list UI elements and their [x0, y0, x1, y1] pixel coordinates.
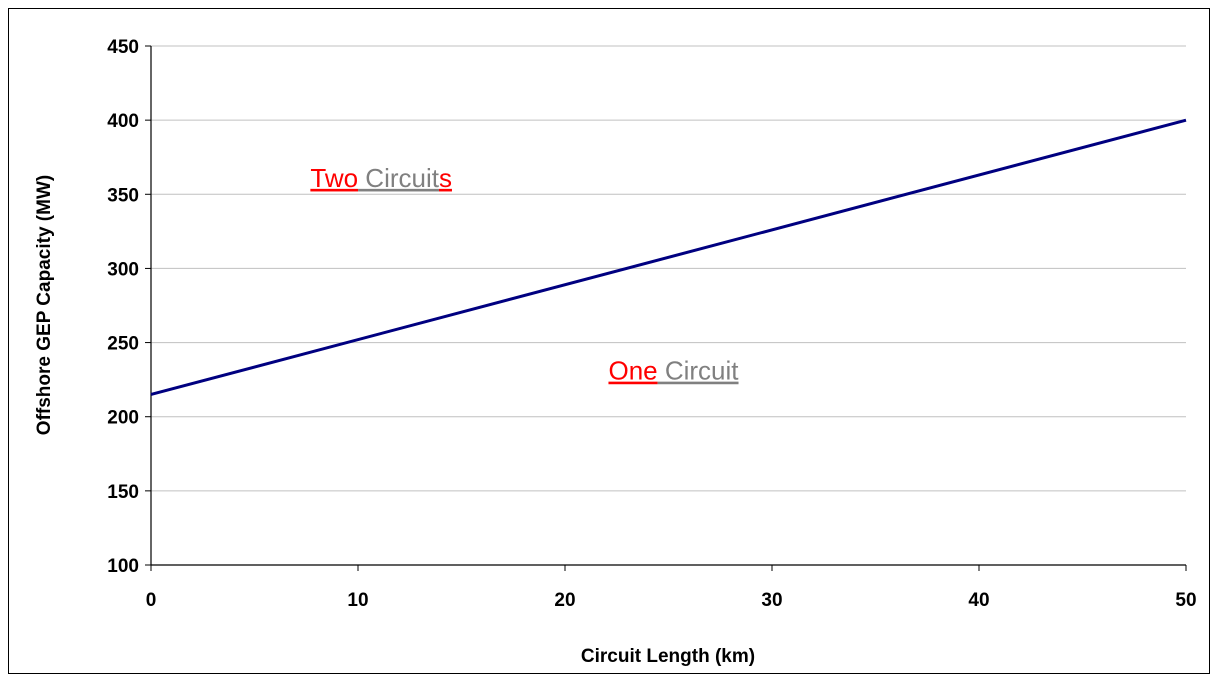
series-line: [150, 118, 1187, 396]
x-tick-label: 20: [554, 590, 575, 611]
x-tick-label: 50: [1175, 590, 1196, 611]
y-tick-label: 150: [107, 482, 139, 503]
region-label-part: s: [439, 163, 452, 193]
region-label-part: Circuit: [658, 356, 740, 386]
series-group: [150, 118, 1187, 396]
y-tick-labels: 100 150 200 250 300 350 400 450: [107, 37, 139, 577]
region-label-part: Two: [310, 163, 358, 193]
axes: [145, 45, 1187, 571]
x-tick-label: 30: [761, 590, 782, 611]
region-label: Two Circuits: [310, 163, 452, 193]
y-tick-label: 400: [107, 111, 139, 132]
y-axis-label: Offshore GEP Capacity (MW): [34, 175, 55, 435]
y-tick-label: 450: [107, 37, 139, 58]
gridlines: [151, 45, 1186, 492]
y-tick-label: 250: [107, 334, 139, 355]
x-axis-label: Circuit Length (km): [581, 646, 755, 667]
chart-frame: [8, 8, 1210, 674]
y-tick-label: 200: [107, 408, 139, 429]
x-tick-label: 10: [347, 590, 368, 611]
x-tick-label: 40: [968, 590, 989, 611]
x-tick-label: 0: [146, 590, 157, 611]
region-label-part: Circuit: [358, 163, 440, 193]
y-tick-label: 350: [107, 185, 139, 206]
y-tick-label: 300: [107, 259, 139, 280]
region-label: One Circuit: [608, 356, 739, 386]
region-label-part: One: [608, 356, 657, 386]
y-tick-label: 100: [107, 556, 139, 577]
x-tick-labels: 0 10 20 30 40 50: [146, 590, 1197, 611]
